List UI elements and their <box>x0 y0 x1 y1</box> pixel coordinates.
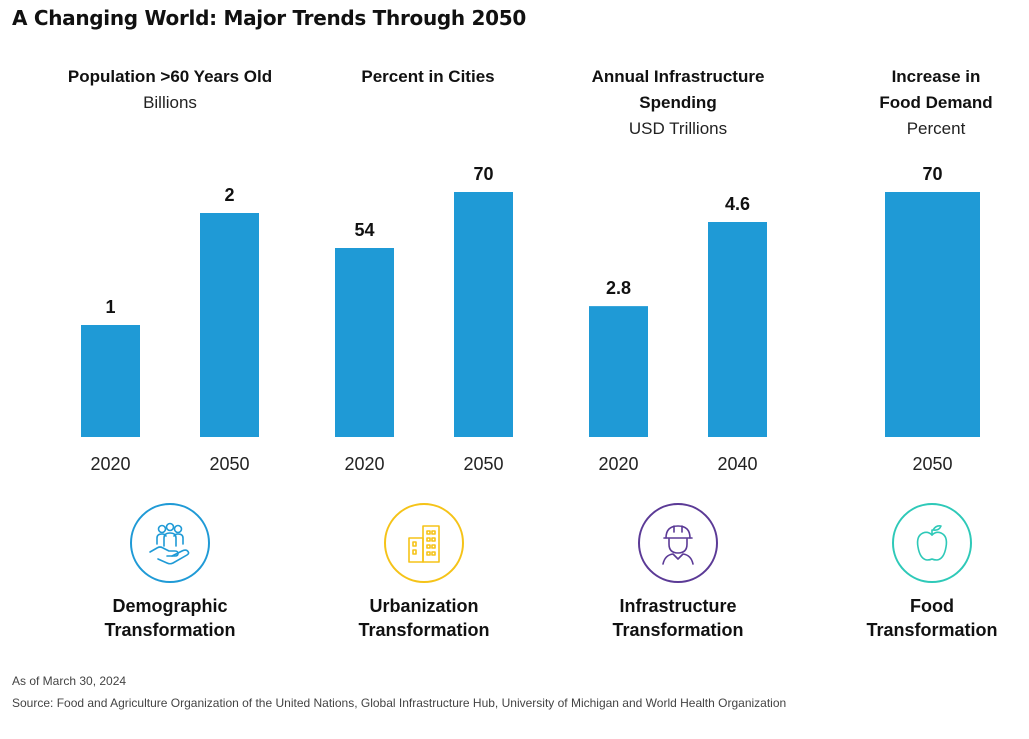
x-tick-label: 2050 <box>463 454 503 474</box>
value-label: 70 <box>473 164 493 184</box>
panel-title-line-1: Increase in <box>891 67 981 86</box>
source-note: Source: Food and Agriculture Organizatio… <box>12 696 787 710</box>
x-tick-label: 2050 <box>209 454 249 474</box>
theme-label-line-2: Transformation <box>104 620 236 640</box>
bar-2020 <box>589 306 648 437</box>
x-tick-label: 2050 <box>912 454 952 474</box>
theme-label-line-1: Urbanization <box>369 596 479 616</box>
value-label: 4.6 <box>725 194 750 214</box>
panel-heading-food: Increase in Food Demand Percent <box>806 64 1029 142</box>
panel-heading-population: Population >60 Years Old Billions <box>40 64 300 116</box>
theme-label-demographic: Demographic Transformation <box>50 594 290 642</box>
theme-label-line-1: Food <box>910 596 954 616</box>
panel-title-line-2: Spending <box>639 93 717 112</box>
panel-title-line-2: Food Demand <box>879 93 993 112</box>
value-label: 1 <box>105 297 115 317</box>
bar-2050 <box>454 192 513 437</box>
value-label: 54 <box>354 220 374 240</box>
bar-2050 <box>885 192 980 437</box>
apple-icon <box>892 503 972 583</box>
panel-title: Population >60 Years Old <box>67 67 273 86</box>
panel-title-line-1: Annual Infrastructure <box>591 67 765 86</box>
hand-people-icon <box>130 503 210 583</box>
bar-2040 <box>708 222 767 437</box>
theme-label-food: Food Transformation <box>812 594 1029 642</box>
theme-label-urbanization: Urbanization Transformation <box>304 594 544 642</box>
hard-hat-worker-icon <box>638 503 718 583</box>
panel-heading-infrastructure: Annual Infrastructure Spending USD Trill… <box>548 64 808 142</box>
panel-unit: Percent <box>906 119 966 138</box>
bar-2020 <box>335 248 394 437</box>
panel-unit: Billions <box>143 93 197 112</box>
x-tick-label: 2020 <box>598 454 638 474</box>
bar-2050 <box>200 213 259 437</box>
theme-label-line-1: Demographic <box>112 596 228 616</box>
value-label: 70 <box>922 164 942 184</box>
theme-label-line-2: Transformation <box>866 620 998 640</box>
panel-unit: USD Trillions <box>628 119 728 138</box>
x-tick-label: 2040 <box>717 454 757 474</box>
value-label: 2.8 <box>606 278 631 298</box>
bar-charts: 1 2020 2 2050 54 2020 70 2050 2.8 2020 4.6 2040 70 20… <box>81 164 980 474</box>
theme-label-line-2: Transformation <box>358 620 490 640</box>
panel-title: Percent in Cities <box>361 67 495 86</box>
as-of-date: As of March 30, 2024 <box>12 674 127 688</box>
theme-label-line-1: Infrastructure <box>619 596 737 616</box>
bar-2020 <box>81 325 140 437</box>
panel-heading-cities: Percent in Cities <box>298 64 558 90</box>
theme-label-infrastructure: Infrastructure Transformation <box>558 594 798 642</box>
buildings-icon <box>384 503 464 583</box>
chart-title: A Changing World: Major Trends Through 2… <box>12 6 526 30</box>
x-tick-label: 2020 <box>90 454 130 474</box>
theme-label-line-2: Transformation <box>612 620 744 640</box>
x-tick-label: 2020 <box>344 454 384 474</box>
value-label: 2 <box>224 185 234 205</box>
